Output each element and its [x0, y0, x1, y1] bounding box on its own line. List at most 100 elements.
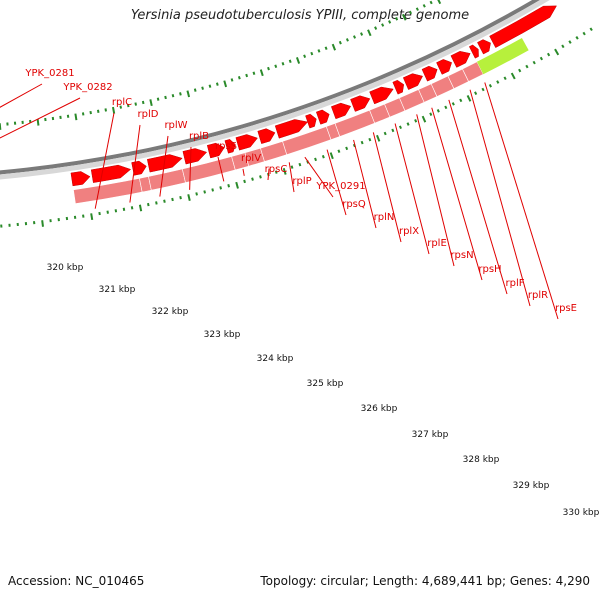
scale-tick	[295, 57, 301, 64]
outer-tick	[219, 186, 223, 190]
scale-label: 326 kbp	[361, 404, 398, 414]
scale-tick	[119, 105, 123, 109]
scale-tick	[89, 110, 92, 115]
gene-features	[70, 5, 557, 187]
outer-tick	[391, 128, 395, 133]
gene-label: rplN	[374, 212, 395, 223]
cds-arrow	[305, 113, 317, 129]
scale-tick	[374, 26, 378, 30]
outer-tick	[444, 105, 448, 110]
gene-label: rplV	[241, 153, 261, 164]
label-leader	[448, 99, 508, 295]
outer-tick	[203, 190, 206, 194]
gene-label: rplW	[164, 120, 187, 131]
scale-label: 320 kbp	[47, 263, 84, 273]
gene-label: rpsQ	[342, 199, 366, 210]
scale-label: 329 kbp	[513, 481, 550, 491]
scale-tick	[367, 29, 372, 37]
cds-arrow	[369, 86, 394, 105]
outer-tick	[314, 157, 317, 162]
gene-track	[73, 37, 529, 204]
label-leader	[304, 156, 334, 198]
outer-tick	[383, 131, 387, 136]
scale-tick	[345, 38, 349, 42]
outer-tick	[554, 48, 560, 56]
scale-label: 327 kbp	[412, 430, 449, 440]
scale-label: 321 kbp	[99, 285, 136, 295]
scale-tick	[186, 90, 191, 98]
scale-tick	[324, 46, 328, 50]
label-leader	[416, 114, 455, 267]
scale-tick	[274, 64, 278, 68]
cds-arrow	[477, 39, 491, 55]
gene-label: rplF	[506, 278, 525, 289]
gene-label: rpsH	[478, 264, 501, 275]
gene-label: rplP	[292, 176, 311, 187]
outer-tick	[227, 184, 231, 188]
cds-arrow	[330, 102, 352, 120]
outer-tick	[421, 115, 427, 123]
cds-arrow	[274, 119, 309, 139]
outer-tick	[130, 206, 134, 210]
scale-tick	[96, 109, 100, 113]
scale-tick	[237, 76, 241, 80]
scale-tick	[149, 99, 153, 107]
outer-tick	[466, 94, 472, 102]
scale-tick	[126, 103, 130, 108]
outer-tick	[345, 146, 349, 151]
outer-tick	[298, 162, 302, 167]
scale-tick	[134, 102, 138, 106]
label-leader	[267, 168, 270, 181]
outer-tick	[114, 209, 118, 213]
outer-tick	[546, 52, 551, 57]
cds-arrow	[436, 59, 452, 75]
gene-label: rplC	[112, 97, 132, 108]
outer-tick	[496, 80, 500, 84]
outer-tick	[582, 31, 586, 36]
label-leader	[326, 149, 347, 216]
scale-tick	[415, 7, 419, 11]
label-leaders	[0, 82, 559, 320]
scale-label: 322 kbp	[152, 307, 189, 317]
outer-tick	[90, 213, 94, 221]
outer-tick	[451, 102, 455, 106]
outer-tick	[510, 72, 516, 80]
outer-tick	[122, 207, 126, 211]
outer-tick	[368, 137, 372, 142]
gene-track-segment	[260, 140, 288, 162]
gene-label: YPK_0282	[62, 82, 112, 93]
scale-labels: 320 kbp 321 kbp 322 kbp 323 kbp 324 kbp 325 k…	[47, 263, 600, 518]
outer-tick	[274, 170, 278, 174]
label-leader	[129, 124, 141, 203]
scale-tick	[111, 106, 116, 114]
cds-arrow	[257, 128, 276, 144]
scale-label: 324 kbp	[257, 354, 294, 364]
scale-tick	[422, 4, 426, 8]
outer-tick	[155, 201, 158, 205]
outer-tick	[41, 220, 44, 227]
cds-arrow	[70, 171, 91, 187]
label-leader	[431, 107, 483, 281]
scale-tick	[381, 23, 385, 27]
label-leader	[353, 139, 377, 229]
scale-tick	[267, 66, 270, 71]
gene-track-green	[476, 37, 529, 75]
label-leader	[217, 156, 225, 182]
cds-arrow	[421, 65, 438, 82]
gene-track-segment	[148, 168, 186, 191]
label-leader	[0, 97, 81, 139]
gene-label: rpsS	[215, 141, 237, 152]
scale-tick	[288, 59, 292, 64]
scale-tick	[429, 0, 433, 5]
outer-tick	[163, 199, 166, 203]
outer-tick	[429, 112, 433, 116]
scale-tick	[74, 113, 78, 121]
scale-label: 323 kbp	[204, 330, 241, 340]
outer-tick	[329, 152, 334, 160]
label-leader	[372, 132, 402, 243]
scale-tick	[36, 118, 40, 126]
outer-tick	[589, 27, 593, 32]
outer-tick	[195, 192, 198, 196]
outer-tick	[539, 56, 544, 61]
cds-arrow	[450, 51, 471, 68]
